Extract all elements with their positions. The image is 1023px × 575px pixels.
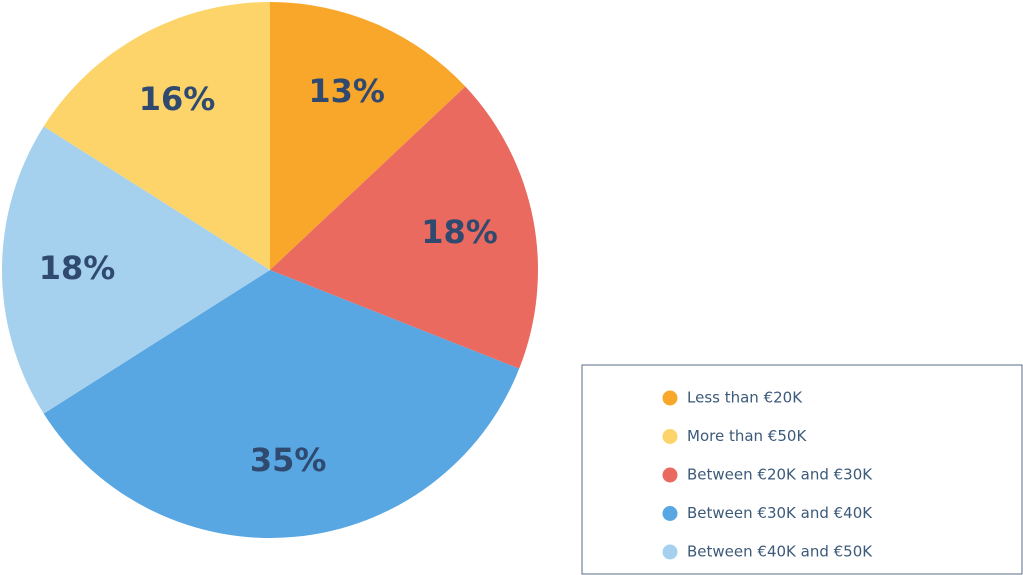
legend-label: More than €50K xyxy=(687,427,807,445)
pie-slice xyxy=(43,270,520,538)
legend-marker xyxy=(662,390,678,406)
value-label: 13% xyxy=(308,72,385,110)
legend-label: Less than €20K xyxy=(687,389,803,407)
legend-label: Between €20K and €30K xyxy=(687,466,873,484)
legend-marker xyxy=(662,467,678,483)
legend-marker xyxy=(662,429,678,444)
legend-marker xyxy=(662,544,678,560)
value-label: 18% xyxy=(421,213,498,251)
pie-slice xyxy=(2,126,271,414)
value-label: 18% xyxy=(39,249,116,287)
legend-box xyxy=(581,364,1023,575)
legend-marker xyxy=(662,506,678,521)
legend-label: Between €30K and €40K xyxy=(687,504,873,522)
pie-slice xyxy=(270,2,466,270)
value-label: 35% xyxy=(250,441,327,479)
legend-label: Between €40K and €50K xyxy=(687,543,873,561)
pie-slice xyxy=(43,2,270,270)
pie-slice xyxy=(270,86,538,369)
value-label: 16% xyxy=(139,80,216,118)
